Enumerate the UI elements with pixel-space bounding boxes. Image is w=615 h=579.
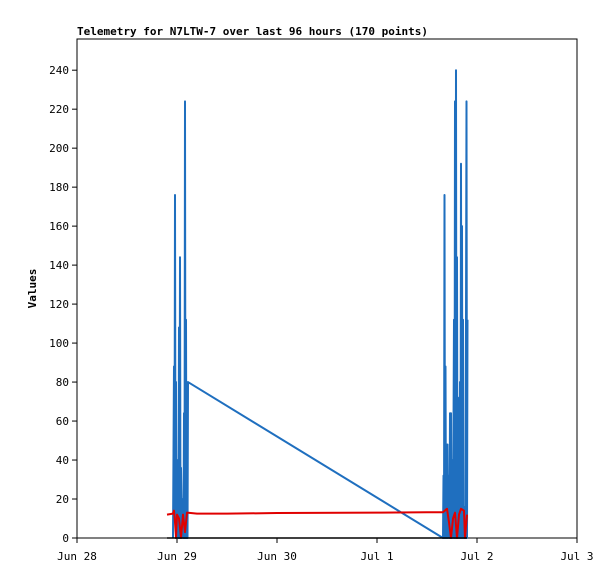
y-tick-label: 80 <box>56 376 69 389</box>
x-tick-label: Jun 30 <box>257 550 297 563</box>
y-tick-label: 220 <box>49 103 69 116</box>
y-tick-label: 60 <box>56 415 69 428</box>
y-tick-label: 120 <box>49 298 69 311</box>
x-tick-label: Jun 29 <box>157 550 197 563</box>
x-tick-label: Jun 28 <box>57 550 97 563</box>
y-tick-label: 0 <box>62 532 69 545</box>
y-tick-label: 160 <box>49 220 69 233</box>
y-tick-label: 140 <box>49 259 69 272</box>
x-axis-ticks: Jun 28 Jun 29 Jun 30 Jul 1 Jul 2 Jul 3 <box>57 538 594 563</box>
y-tick-label: 20 <box>56 493 69 506</box>
y-tick-label: 200 <box>49 142 69 155</box>
y-axis-ticks: 0 20 40 60 80 100 120 140 160 180 200 220 240 <box>49 64 77 545</box>
y-axis-label: Values <box>26 269 39 309</box>
y-tick-label: 40 <box>56 454 69 467</box>
series-line-1 <box>166 507 468 539</box>
chart-title: Telemetry for N7LTW-7 over last 96 hours… <box>77 25 428 38</box>
y-tick-label: 240 <box>49 64 69 77</box>
series-line-0 <box>172 69 469 539</box>
y-tick-label: 100 <box>49 337 69 350</box>
y-tick-label: 180 <box>49 181 69 194</box>
x-tick-label: Jul 1 <box>360 550 393 563</box>
x-tick-label: Jul 2 <box>460 550 493 563</box>
series-layer <box>166 69 469 539</box>
x-tick-label: Jul 3 <box>560 550 593 563</box>
plot-frame <box>76 38 578 539</box>
